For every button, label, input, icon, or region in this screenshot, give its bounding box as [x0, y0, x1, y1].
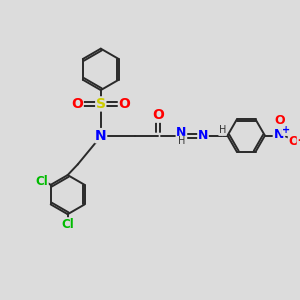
Text: H: H	[219, 125, 226, 135]
Text: N: N	[95, 129, 106, 142]
Text: Cl: Cl	[35, 175, 48, 188]
Text: O: O	[274, 114, 285, 128]
Text: +: +	[282, 125, 290, 135]
Text: N: N	[198, 129, 208, 142]
Text: O: O	[152, 108, 164, 122]
Text: S: S	[96, 97, 106, 111]
Text: Cl: Cl	[61, 218, 74, 231]
Text: O: O	[288, 135, 299, 148]
Text: -: -	[297, 134, 300, 148]
Text: H: H	[178, 136, 185, 146]
Text: N: N	[274, 128, 284, 141]
Text: N: N	[176, 126, 187, 139]
Text: O: O	[118, 97, 130, 111]
Text: O: O	[71, 97, 83, 111]
